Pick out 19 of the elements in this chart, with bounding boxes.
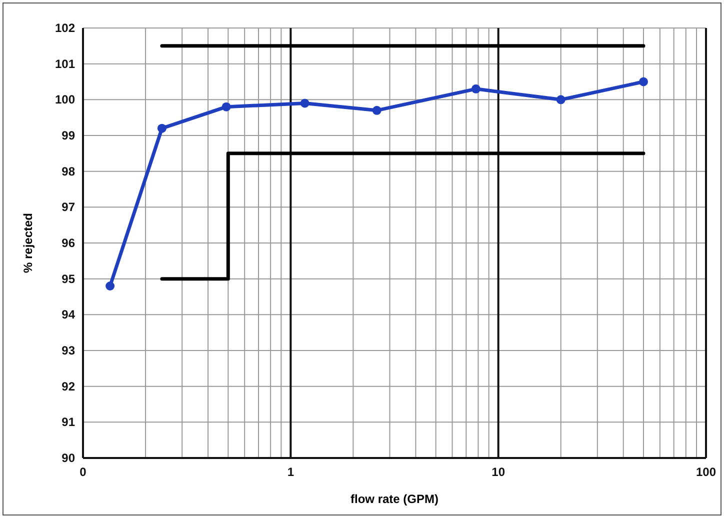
y-tick-label: 102 (54, 21, 76, 35)
y-tick-label: 96 (62, 236, 76, 250)
y-tick-label: 95 (62, 272, 76, 286)
x-tick-label: 0 (80, 465, 87, 479)
y-tick-label: 94 (62, 308, 76, 322)
y-axis-title: % rejected (21, 212, 35, 274)
x-axis-title: flow rate (GPM) (350, 492, 439, 506)
x-tick-label: 100 (696, 465, 716, 479)
y-tick-label: 91 (62, 415, 76, 430)
y-tick-label: 101 (54, 56, 76, 71)
x-tick-label: 1 (287, 465, 294, 479)
y-tick-label: 97 (62, 200, 76, 214)
x-tick-label: 10 (492, 465, 506, 479)
y-tick-label: 98 (62, 164, 76, 178)
y-tick-label: 93 (62, 344, 76, 358)
y-tick-label: 100 (54, 92, 76, 107)
y-tick-label: 99 (62, 128, 76, 142)
y-tick-label: 90 (62, 451, 76, 465)
y-tick-label: 92 (62, 379, 76, 394)
